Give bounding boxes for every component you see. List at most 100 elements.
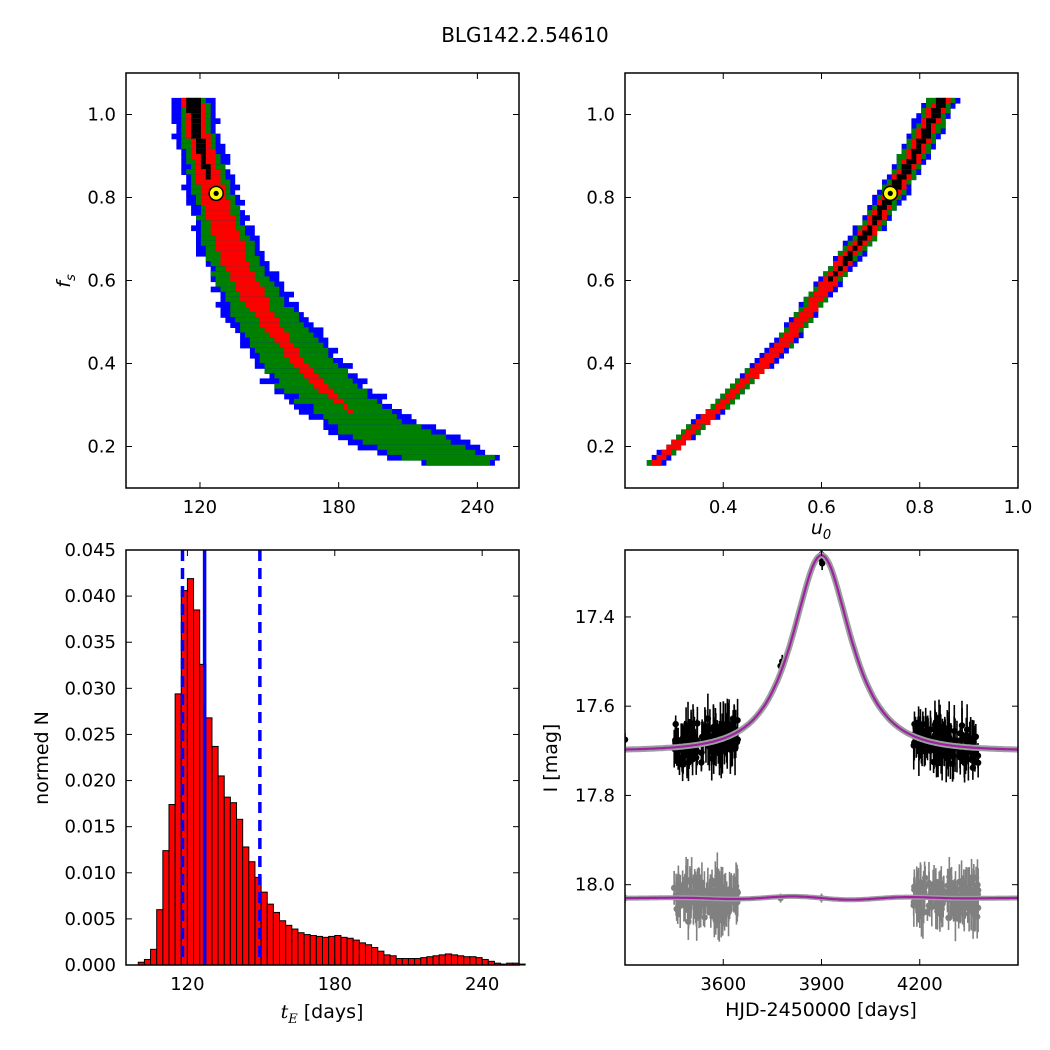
data-point [970, 735, 977, 742]
u0-fs-ytick-label: 0.2 [586, 437, 615, 458]
tE-fs-cell-inner [240, 296, 270, 303]
u0-fs-cell-inner [686, 429, 696, 436]
u0-fs-cell-inner [793, 317, 809, 323]
tE-fs-cell-inner [196, 179, 221, 186]
u0-fs-cell-inner [690, 424, 701, 430]
data-point [625, 736, 629, 743]
tE-hist-ytick-label: 0.000 [64, 955, 116, 976]
tE-fs-cell-core [191, 133, 201, 140]
u0-fs-cell-inner [764, 352, 780, 359]
tE-fs-cell-core [196, 148, 206, 155]
tE-fs-cell-inner [235, 281, 260, 288]
lightcurve-data-and-model [625, 550, 1018, 942]
u0-fs-cell-inner [705, 409, 721, 415]
data-point [704, 715, 712, 722]
hist-bar [481, 958, 489, 966]
u0-fs-cell-core [833, 271, 838, 277]
u0-fs-cell-core [872, 220, 878, 226]
data-point [927, 747, 934, 754]
tE-fs-xtick-label: 180 [322, 497, 356, 518]
tE-fs-ytick-label: 0.6 [87, 271, 116, 292]
fs-subscript: s [64, 274, 79, 281]
u0-fs-cell-inner [661, 449, 672, 456]
tE-fs-cell-inner [220, 261, 250, 267]
tE-fs-cell-mid [313, 403, 383, 410]
tE-fs-cell-mid [323, 414, 397, 420]
residual-point [692, 881, 700, 888]
hist-bar [340, 936, 348, 966]
hist-bar [162, 850, 170, 966]
residual-point [974, 881, 981, 889]
data-point [935, 722, 943, 730]
u0-fs-cell-inner [681, 434, 691, 441]
tE-fs-cell-core [191, 113, 201, 119]
u0-fs-cell-inner [700, 414, 716, 420]
tE-fs-cell-inner [200, 199, 231, 206]
u0-fs-cell-inner [715, 403, 726, 410]
tE-histogram-panel: 120 180 240 0.000 0.005 0.010 0.015 0.020 0.025 0… [31, 540, 526, 1027]
data-point [924, 730, 931, 737]
data-point [974, 759, 982, 766]
hist-bar [475, 957, 483, 966]
u0-fs-cell-core [891, 184, 902, 191]
u0-fs-cell-inner [695, 419, 711, 425]
hist-bar [193, 609, 201, 966]
tE-fs-cell-core [191, 128, 201, 135]
data-point [947, 737, 954, 744]
tE-hist-ticks: 120 180 240 0.000 0.005 0.010 0.015 0.020 0.025 0… [64, 540, 519, 995]
tE-vs-fs-heatmap-panel: 120 180 240 0.2 0.4 0.6 0.8 1.0 fs [53, 72, 520, 518]
hist-bar [420, 957, 428, 966]
tE-fs-cell-inner [205, 215, 236, 221]
tE-fs-cell-core [200, 159, 206, 165]
lightcurve-ylabel: I [mag] [540, 724, 562, 793]
u0-fs-cell-inner [798, 312, 814, 318]
tE-fs-heatmap-cells [171, 97, 500, 466]
hist-bar [389, 955, 397, 966]
u0-fs-cell-core [877, 210, 882, 216]
hist-bar [444, 953, 452, 966]
u0-fs-cell-core [842, 256, 853, 262]
tE-fs-cell-inner [274, 337, 290, 344]
u0-fs-cell-inner [784, 332, 799, 339]
residual-point [733, 887, 741, 895]
residual-point [925, 879, 933, 887]
residual-point [695, 904, 702, 912]
residual-point [713, 879, 720, 886]
tE-fs-cell-inner [289, 358, 304, 364]
hist-bar [377, 950, 385, 966]
residual-point [916, 910, 923, 918]
data-point [934, 750, 941, 757]
tE-fs-ytick-label: 1.0 [87, 105, 116, 126]
tE-hist-axes-frame [125, 549, 520, 966]
tE-fs-cell-inner [343, 403, 348, 410]
u0-fs-cell-inner [666, 444, 682, 451]
tE-fs-cell-mid [328, 419, 402, 425]
hist-bar [223, 796, 231, 966]
u0-fs-cell-core [931, 113, 941, 119]
tE-hist-ytick-label: 0.015 [64, 817, 116, 838]
residual-point [952, 914, 959, 922]
hist-bar [297, 932, 305, 966]
residual-point [682, 885, 690, 893]
lightcurve-ticks: 3600 3900 4200 17.4 17.6 17.8 18.0 [575, 550, 1018, 995]
tE-fs-ytick-label: 0.4 [87, 354, 116, 375]
hist-bar [285, 924, 293, 966]
residual-point [964, 904, 972, 912]
tE-fs-cell-inner [254, 312, 275, 318]
hist-bar [291, 928, 299, 966]
tE-fs-cell-inner [259, 317, 280, 323]
residual-model-curve [625, 895, 1018, 901]
tE-fs-cell-core [186, 97, 201, 104]
data-point [715, 744, 722, 751]
u0-fs-cell-core [911, 148, 922, 155]
residual-point [940, 889, 948, 896]
u0-fs-cell-inner [730, 388, 740, 395]
hist-bar [272, 911, 281, 966]
residual-point [951, 901, 959, 909]
u0-fs-cell-core [906, 159, 917, 165]
tE-fs-cell-inner [210, 220, 236, 226]
u0-fs-cell-core [872, 215, 882, 221]
tE-fs-xtick-label: 240 [460, 497, 494, 518]
tE-fs-cell-inner [313, 383, 329, 390]
lightcurve-clipped-group [625, 550, 1018, 942]
